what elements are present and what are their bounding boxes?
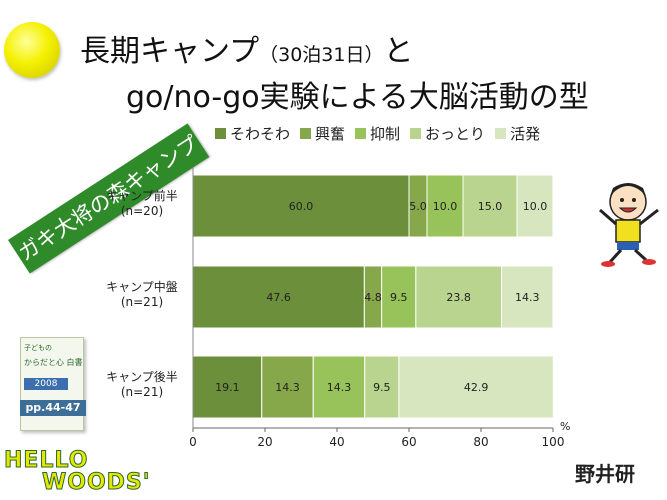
bar-segment xyxy=(192,265,365,329)
row-label-late: キャンプ後半 (n=21) xyxy=(92,370,192,400)
book-cover-image: 子どもの からだと心 白書 2008 pp.44-47 xyxy=(20,337,86,431)
legend-label: 活発 xyxy=(510,125,541,143)
data-label: 15.0 xyxy=(478,200,503,213)
legend-label: 抑制 xyxy=(370,125,401,143)
book-pages: pp.44-47 xyxy=(20,400,86,416)
data-label: 5.0 xyxy=(409,200,427,213)
bar-segment xyxy=(462,174,518,238)
x-tick-label: 40 xyxy=(329,435,344,449)
bar-segment xyxy=(381,265,417,329)
lab-stamp: 野井研 xyxy=(575,462,635,486)
data-label: 10.0 xyxy=(523,200,548,213)
legend-swatch xyxy=(215,128,226,139)
bar-segment xyxy=(261,355,314,419)
title-line-1: 長期キャンプ（30泊31日）と xyxy=(80,26,413,70)
data-label: 9.5 xyxy=(390,291,408,304)
title-main: 長期キャンプ xyxy=(80,34,260,69)
bar-segment xyxy=(192,355,263,419)
legend-item-sowasowa: そわそわ xyxy=(215,123,290,144)
bar-segment xyxy=(363,265,383,329)
legend-item-kofun: 興奮 xyxy=(300,123,345,144)
legend-item-kappatsu: 活発 xyxy=(495,123,540,144)
bar-segment xyxy=(415,265,503,329)
legend-item-ottori: おっとり xyxy=(410,123,485,144)
legend-swatch xyxy=(300,128,312,139)
title-end: と xyxy=(383,34,414,69)
cheering-child-illustration xyxy=(599,183,659,267)
data-label: 4.8 xyxy=(364,291,382,304)
data-label: 23.8 xyxy=(446,291,471,304)
data-label: 47.6 xyxy=(266,291,291,304)
book-year: 2008 xyxy=(24,378,68,390)
yellow-ball-decoration xyxy=(4,22,60,78)
data-label: 14.3 xyxy=(275,381,300,394)
title-paren: （30泊31日） xyxy=(259,44,384,66)
x-tick-label: 0 xyxy=(189,435,197,449)
bar-segment xyxy=(364,355,400,419)
book-title-1: 子どもの xyxy=(24,344,52,352)
bar-segment xyxy=(501,265,554,329)
data-label: 19.1 xyxy=(215,381,240,394)
title-line-2: go/no-go実験による大脳活動の型 xyxy=(126,80,589,115)
x-tick-label: 20 xyxy=(257,435,272,449)
bar-segment xyxy=(398,355,554,419)
legend-item-yokusei: 抑制 xyxy=(355,123,400,144)
bar-segment xyxy=(516,174,554,238)
data-label: 9.5 xyxy=(373,381,391,394)
legend-label: おっとり xyxy=(425,125,486,143)
axis-unit-label: % xyxy=(560,420,571,433)
hello-woods-logo: HELLO WOODS' xyxy=(3,448,151,495)
row-label-name: キャンプ中盤 xyxy=(106,280,178,294)
data-label: 14.3 xyxy=(515,291,540,304)
data-label: 42.9 xyxy=(464,381,489,394)
legend-swatch xyxy=(495,128,507,139)
x-tick-label: 100 xyxy=(542,435,565,449)
row-label-name: キャンプ前半 xyxy=(106,189,178,203)
row-label-n: (n=21) xyxy=(120,385,164,399)
data-label: 10.0 xyxy=(433,200,458,213)
data-label: 60.0 xyxy=(289,200,314,213)
bar-segment xyxy=(312,355,366,419)
row-label-early: キャンプ前半 (n=20) xyxy=(92,189,192,219)
row-label-middle: キャンプ中盤 (n=21) xyxy=(92,280,192,310)
bar-segment xyxy=(426,174,464,238)
logo-line-2: WOODS' xyxy=(42,470,151,495)
row-label-n: (n=20) xyxy=(120,204,164,218)
legend-swatch xyxy=(355,128,367,139)
data-label: 14.3 xyxy=(327,381,352,394)
legend-label: そわそわ xyxy=(230,125,291,143)
chart-legend: そわそわ 興奮 抑制 おっとり 活発 xyxy=(215,123,540,144)
book-title-2: からだと心 白書 xyxy=(24,358,83,367)
bar-segment xyxy=(408,174,428,238)
x-tick-label: 80 xyxy=(473,435,488,449)
x-tick-label: 60 xyxy=(401,435,416,449)
bar-segment xyxy=(192,174,410,238)
legend-swatch xyxy=(410,128,422,139)
row-label-n: (n=21) xyxy=(120,295,164,309)
legend-label: 興奮 xyxy=(315,125,346,143)
row-label-name: キャンプ後半 xyxy=(106,370,178,384)
logo-line-1: HELLO xyxy=(3,448,89,473)
